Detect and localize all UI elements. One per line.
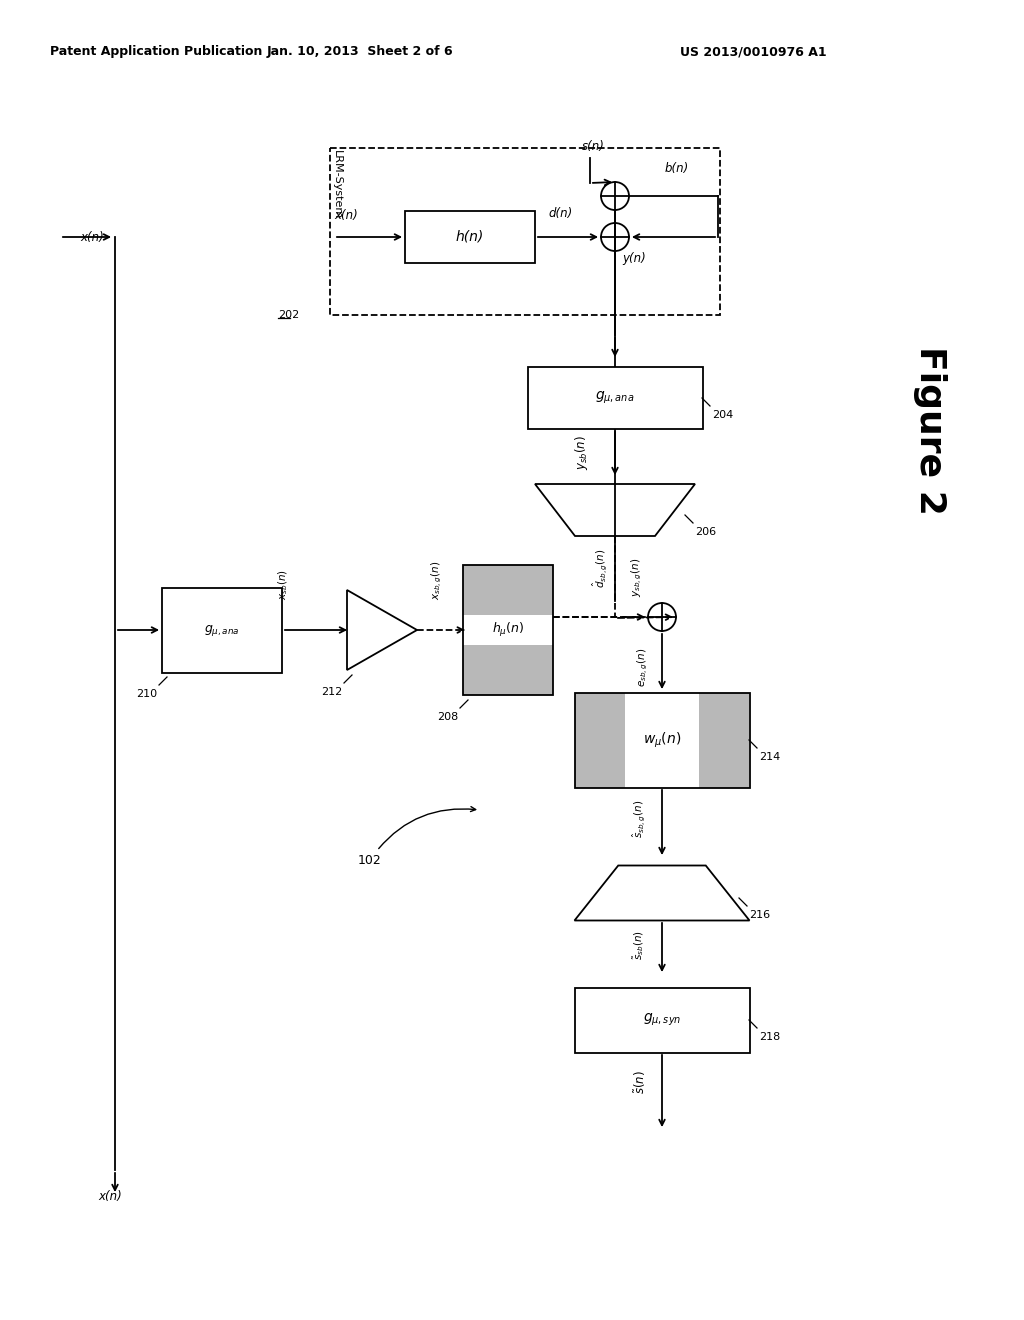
Text: 208: 208 — [437, 711, 458, 722]
Text: $x_{sb}(n)$: $x_{sb}(n)$ — [276, 569, 290, 601]
Text: 202: 202 — [278, 310, 299, 319]
Bar — [406, 211, 535, 263]
Text: $g_{\mu,syn}$: $g_{\mu,syn}$ — [643, 1012, 681, 1028]
Text: 216: 216 — [749, 909, 770, 920]
Bar — [463, 615, 553, 645]
Text: Patent Application Publication: Patent Application Publication — [50, 45, 262, 58]
Bar — [699, 693, 749, 788]
Text: h(n): h(n) — [456, 230, 484, 244]
Bar — [162, 587, 282, 672]
Text: 206: 206 — [695, 527, 716, 537]
Text: $\tilde{s}_{sb}(n)$: $\tilde{s}_{sb}(n)$ — [632, 931, 646, 960]
Text: d(n): d(n) — [548, 207, 572, 220]
Bar — [574, 987, 750, 1052]
Text: $g_{\mu,ana}$: $g_{\mu,ana}$ — [204, 623, 240, 638]
Text: $g_{\mu,ana}$: $g_{\mu,ana}$ — [595, 389, 635, 407]
Bar — [575, 693, 750, 788]
Text: 204: 204 — [712, 411, 733, 420]
Text: $e_{sb,g}(n)$: $e_{sb,g}(n)$ — [636, 648, 650, 688]
Text: $\hat{s}_{sb,g}(n)$: $\hat{s}_{sb,g}(n)$ — [631, 800, 647, 838]
Text: 102: 102 — [358, 807, 476, 866]
Text: US 2013/0010976 A1: US 2013/0010976 A1 — [680, 45, 826, 58]
Text: $\hat{d}_{sb,g}(n)$: $\hat{d}_{sb,g}(n)$ — [591, 549, 609, 587]
Text: b(n): b(n) — [665, 162, 689, 176]
Text: $y_{sb,g}(n)$: $y_{sb,g}(n)$ — [630, 558, 644, 597]
Text: s(n): s(n) — [582, 140, 605, 153]
Text: x(n): x(n) — [80, 231, 103, 243]
Text: y(n): y(n) — [622, 252, 646, 265]
Text: x(n): x(n) — [334, 209, 357, 222]
Text: 218: 218 — [759, 1032, 780, 1041]
Text: $x_{sb,g}(n)$: $x_{sb,g}(n)$ — [430, 561, 444, 601]
Bar — [527, 367, 702, 429]
Text: $w_\mu(n)$: $w_\mu(n)$ — [643, 730, 681, 750]
Text: $h_\mu(n)$: $h_\mu(n)$ — [492, 620, 524, 639]
Bar — [463, 565, 553, 630]
Bar — [330, 148, 720, 315]
Text: Figure 2: Figure 2 — [913, 346, 947, 515]
Bar — [625, 693, 700, 788]
Bar — [463, 630, 553, 696]
Bar — [463, 565, 553, 696]
Text: $y_{sb}(n)$: $y_{sb}(n)$ — [573, 436, 590, 470]
Text: LRM-System: LRM-System — [332, 150, 342, 219]
Text: 214: 214 — [759, 752, 780, 762]
Bar — [575, 693, 625, 788]
Text: Jan. 10, 2013  Sheet 2 of 6: Jan. 10, 2013 Sheet 2 of 6 — [266, 45, 454, 58]
Text: x(n): x(n) — [98, 1191, 122, 1203]
Text: $\tilde{s}(n)$: $\tilde{s}(n)$ — [633, 1071, 648, 1094]
Text: 210: 210 — [136, 689, 157, 700]
Text: 212: 212 — [321, 686, 342, 697]
